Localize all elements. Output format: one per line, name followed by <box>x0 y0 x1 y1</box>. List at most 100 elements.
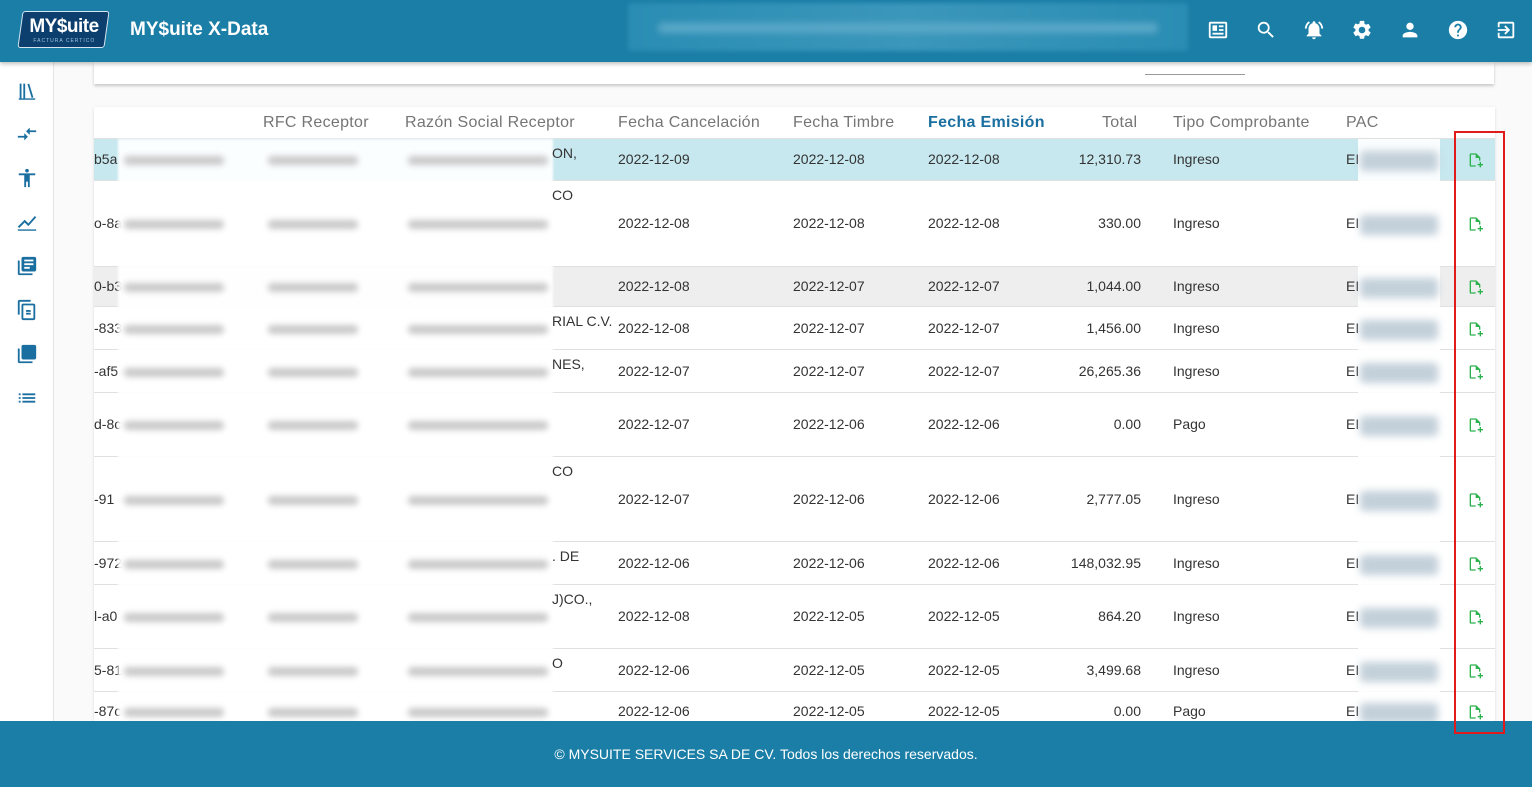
filter-panel <box>94 62 1494 84</box>
download-xml-icon[interactable] <box>1467 663 1485 681</box>
list-icon[interactable] <box>15 386 39 410</box>
redacted-text-blob <box>408 667 548 676</box>
cell-tipo-comprobante: Ingreso <box>1173 215 1220 231</box>
redacted-region <box>118 139 553 717</box>
compare-arrows-icon[interactable] <box>15 122 39 146</box>
cell-fecha-cancelacion: 2022-12-08 <box>618 215 690 231</box>
book-icon[interactable] <box>15 254 39 278</box>
cell-uuid-fragment: b5a <box>94 151 118 167</box>
download-xml-icon[interactable] <box>1467 364 1485 382</box>
table-row[interactable]: -972 2022-12-06 2022-12-06 2022-12-06 Ingres… <box>94 542 1495 585</box>
col-tipo-comprobante[interactable]: Tipo Comprobante <box>1173 114 1310 131</box>
table-row[interactable]: o-8a 2022-12-08 2022-12-08 2022-12-08 Ingres… <box>94 181 1495 267</box>
cell-pac-fragment: EI <box>1346 151 1360 167</box>
cell-uuid-fragment: -af5 <box>94 363 119 379</box>
blurred-company-selector[interactable] <box>628 3 1188 51</box>
table-row[interactable]: -af5 2022-12-07 2022-12-07 2022-12-07 Ingres… <box>94 350 1495 393</box>
layers-icon[interactable] <box>15 342 39 366</box>
chart-icon[interactable] <box>15 210 39 234</box>
redacted-text-blob <box>124 496 224 505</box>
download-xml-icon[interactable] <box>1467 556 1485 574</box>
table-row[interactable]: -91 2022-12-07 2022-12-06 2022-12-06 Ingreso… <box>94 457 1495 542</box>
redacted-text-blob <box>268 283 358 292</box>
cell-fecha-cancelacion: 2022-12-07 <box>618 363 690 379</box>
settings-icon[interactable] <box>1350 16 1374 44</box>
footer-copyright: © MYSUITE SERVICES SA DE CV. Todos los d… <box>554 746 978 762</box>
redacted-pac-blob <box>1360 608 1438 628</box>
download-xml-icon[interactable] <box>1467 417 1485 435</box>
redacted-text-blob <box>268 667 358 676</box>
cell-fecha-cancelacion: 2022-12-07 <box>618 416 690 432</box>
logo-text: MY$uite <box>29 16 99 37</box>
annotation-highlight-box <box>1454 131 1505 734</box>
cell-pac-fragment: EI <box>1346 491 1360 507</box>
cell-fecha-timbre: 2022-12-08 <box>793 215 865 231</box>
download-xml-icon[interactable] <box>1467 321 1485 339</box>
table-row[interactable]: -87c 2022-12-06 2022-12-05 2022-12-05 Pago 0.… <box>94 692 1495 721</box>
cell-fecha-timbre: 2022-12-06 <box>793 491 865 507</box>
table-row[interactable]: d-8c 2022-12-07 2022-12-06 2022-12-06 Pago 0.… <box>94 393 1495 457</box>
col-fecha-cancelacion[interactable]: Fecha Cancelación <box>618 114 761 131</box>
col-total[interactable]: Total <box>1102 114 1138 131</box>
cell-pac-fragment: EI <box>1346 416 1360 432</box>
download-xml-icon[interactable] <box>1467 216 1485 234</box>
redacted-text-blob <box>268 220 358 229</box>
col-razon-social[interactable]: Razón Social Receptor <box>405 114 575 131</box>
logout-icon[interactable] <box>1494 16 1518 44</box>
redacted-pac-blob <box>1360 491 1438 511</box>
redacted-text-blob <box>408 325 548 334</box>
col-fecha-timbre[interactable]: Fecha Timbre <box>793 114 895 131</box>
help-icon[interactable] <box>1446 16 1470 44</box>
cell-fecha-timbre: 2022-12-05 <box>793 608 865 624</box>
cell-fecha-cancelacion: 2022-12-06 <box>618 662 690 678</box>
redacted-text-blob <box>408 368 548 377</box>
redacted-text-blob <box>268 560 358 569</box>
cell-uuid-fragment: -91 <box>94 491 115 507</box>
cell-razon-social-fragment: . DE <box>552 548 580 564</box>
col-rfc-receptor[interactable]: RFC Receptor <box>263 114 369 131</box>
library-icon[interactable] <box>15 79 39 103</box>
cell-tipo-comprobante: Ingreso <box>1173 278 1220 294</box>
download-xml-icon[interactable] <box>1467 609 1485 627</box>
cell-fecha-timbre: 2022-12-05 <box>793 703 865 719</box>
user-icon[interactable] <box>1398 16 1422 44</box>
redacted-text-blob <box>124 325 224 334</box>
alarm-icon[interactable] <box>1302 16 1326 44</box>
cell-uuid-fragment: 5-81 <box>94 662 123 678</box>
cell-uuid-fragment: 0-b3 <box>94 278 123 294</box>
cell-total: 3,499.68 <box>1086 662 1142 678</box>
sidebar-nav <box>0 62 54 721</box>
cell-fecha-timbre: 2022-12-06 <box>793 416 865 432</box>
news-icon[interactable] <box>1206 16 1230 44</box>
download-xml-icon[interactable] <box>1467 279 1485 297</box>
cell-total: 864.20 <box>1098 608 1141 624</box>
topbar-icons <box>1206 16 1518 44</box>
table-row[interactable]: 5-81 2022-12-06 2022-12-05 2022-12-05 Ingres… <box>94 649 1495 692</box>
table-row[interactable]: l-a0 2022-12-08 2022-12-05 2022-12-05 Ingres… <box>94 585 1495 649</box>
cell-fecha-emision: 2022-12-06 <box>928 555 1000 571</box>
search-icon[interactable] <box>1254 16 1278 44</box>
cell-pac-fragment: EI <box>1346 703 1360 719</box>
cell-fecha-emision: 2022-12-07 <box>928 278 1000 294</box>
redacted-pac-blob <box>1360 320 1438 340</box>
mysuite-logo[interactable]: MY$uite FACTURA CERTICO <box>17 11 110 48</box>
table-row[interactable]: -833 2022-12-08 2022-12-07 2022-12-07 Ingres… <box>94 307 1495 350</box>
col-pac[interactable]: PAC <box>1346 114 1379 131</box>
redacted-text-blob <box>124 156 224 165</box>
download-xml-icon[interactable] <box>1467 152 1485 170</box>
cell-pac-fragment: EI <box>1346 278 1360 294</box>
redacted-text-blob <box>408 156 548 165</box>
accessibility-icon[interactable] <box>15 166 39 190</box>
redacted-pac-blob <box>1360 151 1438 171</box>
col-fecha-emision[interactable]: Fecha Emisión <box>928 114 1045 131</box>
cell-pac-fragment: EI <box>1346 363 1360 379</box>
copy-icon[interactable] <box>15 298 39 322</box>
redacted-text-blob <box>408 421 548 430</box>
cell-razon-social-fragment: RIAL C.V. <box>552 313 613 329</box>
download-xml-icon[interactable] <box>1467 492 1485 510</box>
redacted-text-blob <box>408 613 548 622</box>
download-xml-icon[interactable] <box>1467 704 1485 721</box>
cell-fecha-emision: 2022-12-05 <box>928 703 1000 719</box>
filter-input-underline[interactable] <box>1145 74 1245 75</box>
cell-total: 0.00 <box>1113 416 1141 432</box>
